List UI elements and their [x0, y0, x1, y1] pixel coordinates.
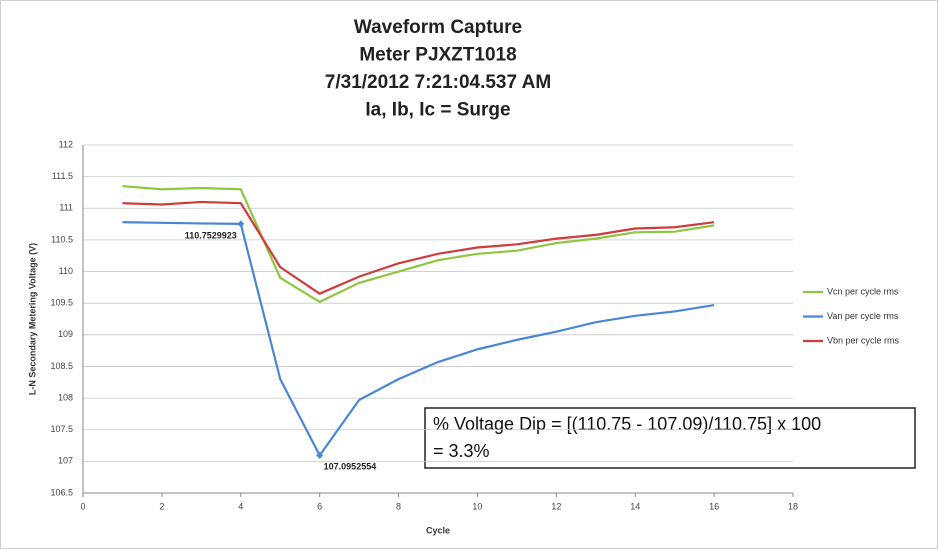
y-tick-label: 110 [59, 266, 73, 276]
series-line [122, 200, 715, 295]
y-tick-label: 108 [58, 392, 73, 402]
annotation-line: % Voltage Dip = [(110.75 - 107.09)/110.7… [433, 414, 821, 434]
series-line [122, 185, 715, 304]
x-tick-label: 2 [159, 501, 164, 511]
y-tick-label: 107.5 [50, 424, 73, 434]
chart-title: Meter PJXZT1018 [359, 45, 516, 66]
y-tick-label: 111 [59, 203, 73, 213]
data-label: 110.7529923 [185, 230, 237, 240]
y-tick-label: 106.5 [50, 487, 73, 497]
x-tick-label: 18 [788, 501, 798, 511]
y-tick-label: 112 [59, 139, 73, 149]
x-tick-label: 12 [551, 501, 561, 511]
annotation-line: = 3.3% [433, 441, 490, 461]
annotation-box [424, 407, 916, 469]
legend-label: Vbn per cycle rms [827, 335, 900, 345]
series-line [122, 221, 715, 458]
x-tick-label: 0 [80, 501, 85, 511]
chart-title: 7/31/2012 7:21:04.537 AM [325, 72, 551, 93]
y-tick-label: 109.5 [50, 298, 73, 308]
chart-title: Waveform Capture [354, 17, 522, 38]
y-tick-label: 107 [58, 456, 73, 466]
x-tick-label: 4 [238, 501, 243, 511]
y-axis-title: L-N Secondary Metering Voltage (V) [27, 243, 37, 395]
x-tick-label: 10 [472, 501, 482, 511]
legend-label: Van per cycle rms [827, 311, 899, 321]
x-axis-title: Cycle [426, 525, 450, 535]
x-tick-label: 6 [317, 501, 322, 511]
y-tick-label: 109 [58, 329, 73, 339]
data-point [237, 220, 245, 228]
legend-label: Vcn per cycle rms [827, 286, 899, 296]
chart-title: Ia, Ib, Ic = Surge [365, 100, 510, 121]
y-tick-label: 108.5 [50, 361, 73, 371]
data-label: 107.0952554 [324, 462, 377, 472]
y-tick-label: 111.5 [52, 171, 73, 181]
x-tick-label: 8 [396, 501, 401, 511]
y-tick-label: 110.5 [51, 234, 73, 244]
x-tick-label: 16 [709, 501, 719, 511]
data-point [316, 451, 324, 459]
x-tick-label: 14 [630, 501, 640, 511]
